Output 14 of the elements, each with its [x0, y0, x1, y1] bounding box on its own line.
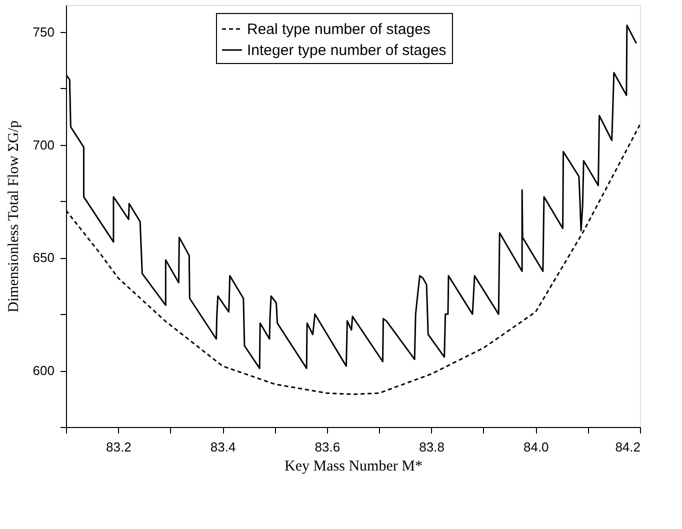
x-tick-label: 83.6 [314, 440, 340, 454]
legend-label: Integer type number of stages [247, 42, 446, 59]
y-tick-label: 650 [32, 250, 54, 266]
y-tick-label: 750 [32, 24, 54, 40]
x-tick-label: 83.8 [419, 440, 444, 454]
y-tick-label: 700 [32, 137, 54, 152]
x-tick-label: 84.0 [523, 440, 549, 454]
x-axis-title: Key Mass Number M* [284, 458, 422, 474]
x-tick-label: 83.2 [106, 440, 132, 454]
legend-label: Real type number of stages [247, 21, 430, 38]
x-tick-label: 84.2 [615, 440, 640, 454]
y-axis-title: Dimensionless Total Flow ΣG/p [6, 120, 22, 312]
y-tick-label: 600 [32, 363, 54, 378]
x-tick-label: 83.4 [210, 440, 236, 454]
